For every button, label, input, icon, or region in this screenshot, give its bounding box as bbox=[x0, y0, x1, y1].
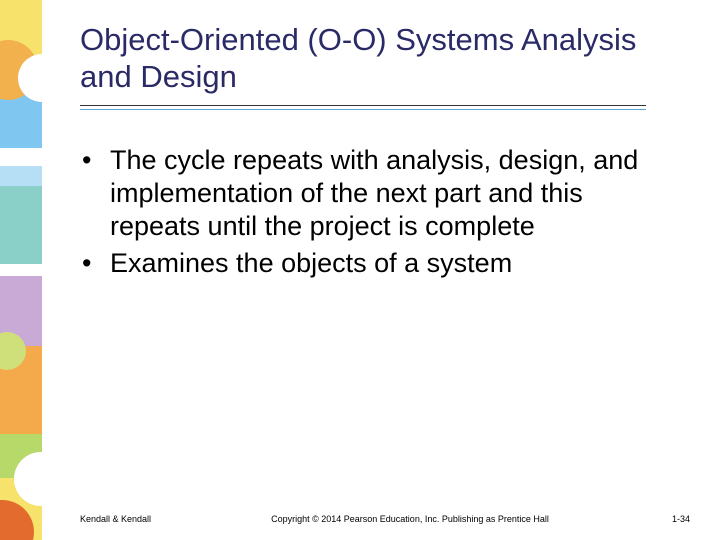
title-rule-bottom bbox=[80, 109, 646, 110]
sidebar-cutout-top bbox=[18, 54, 66, 102]
slide-title: Object-Oriented (O-O) Systems Analysis a… bbox=[80, 22, 680, 95]
bullet-item: The cycle repeats with analysis, design,… bbox=[110, 144, 680, 243]
bullet-list: The cycle repeats with analysis, design,… bbox=[80, 144, 680, 280]
slide: Object-Oriented (O-O) Systems Analysis a… bbox=[0, 0, 720, 540]
sidebar-block-white-2 bbox=[0, 264, 42, 276]
sidebar-block-white-1 bbox=[0, 148, 42, 166]
content-area: Object-Oriented (O-O) Systems Analysis a… bbox=[80, 22, 680, 284]
footer-page-number: 1-34 bbox=[672, 514, 690, 524]
footer-author: Kendall & Kendall bbox=[80, 514, 151, 524]
footer-copyright: Copyright © 2014 Pearson Education, Inc.… bbox=[230, 514, 590, 524]
title-rule-top bbox=[80, 105, 646, 106]
decorative-sidebar bbox=[0, 0, 42, 540]
sidebar-block-blue-pale bbox=[0, 166, 42, 186]
bullet-item: Examines the objects of a system bbox=[110, 247, 680, 280]
sidebar-block-teal bbox=[0, 186, 42, 264]
sidebar-cutout-bottom bbox=[14, 452, 68, 506]
